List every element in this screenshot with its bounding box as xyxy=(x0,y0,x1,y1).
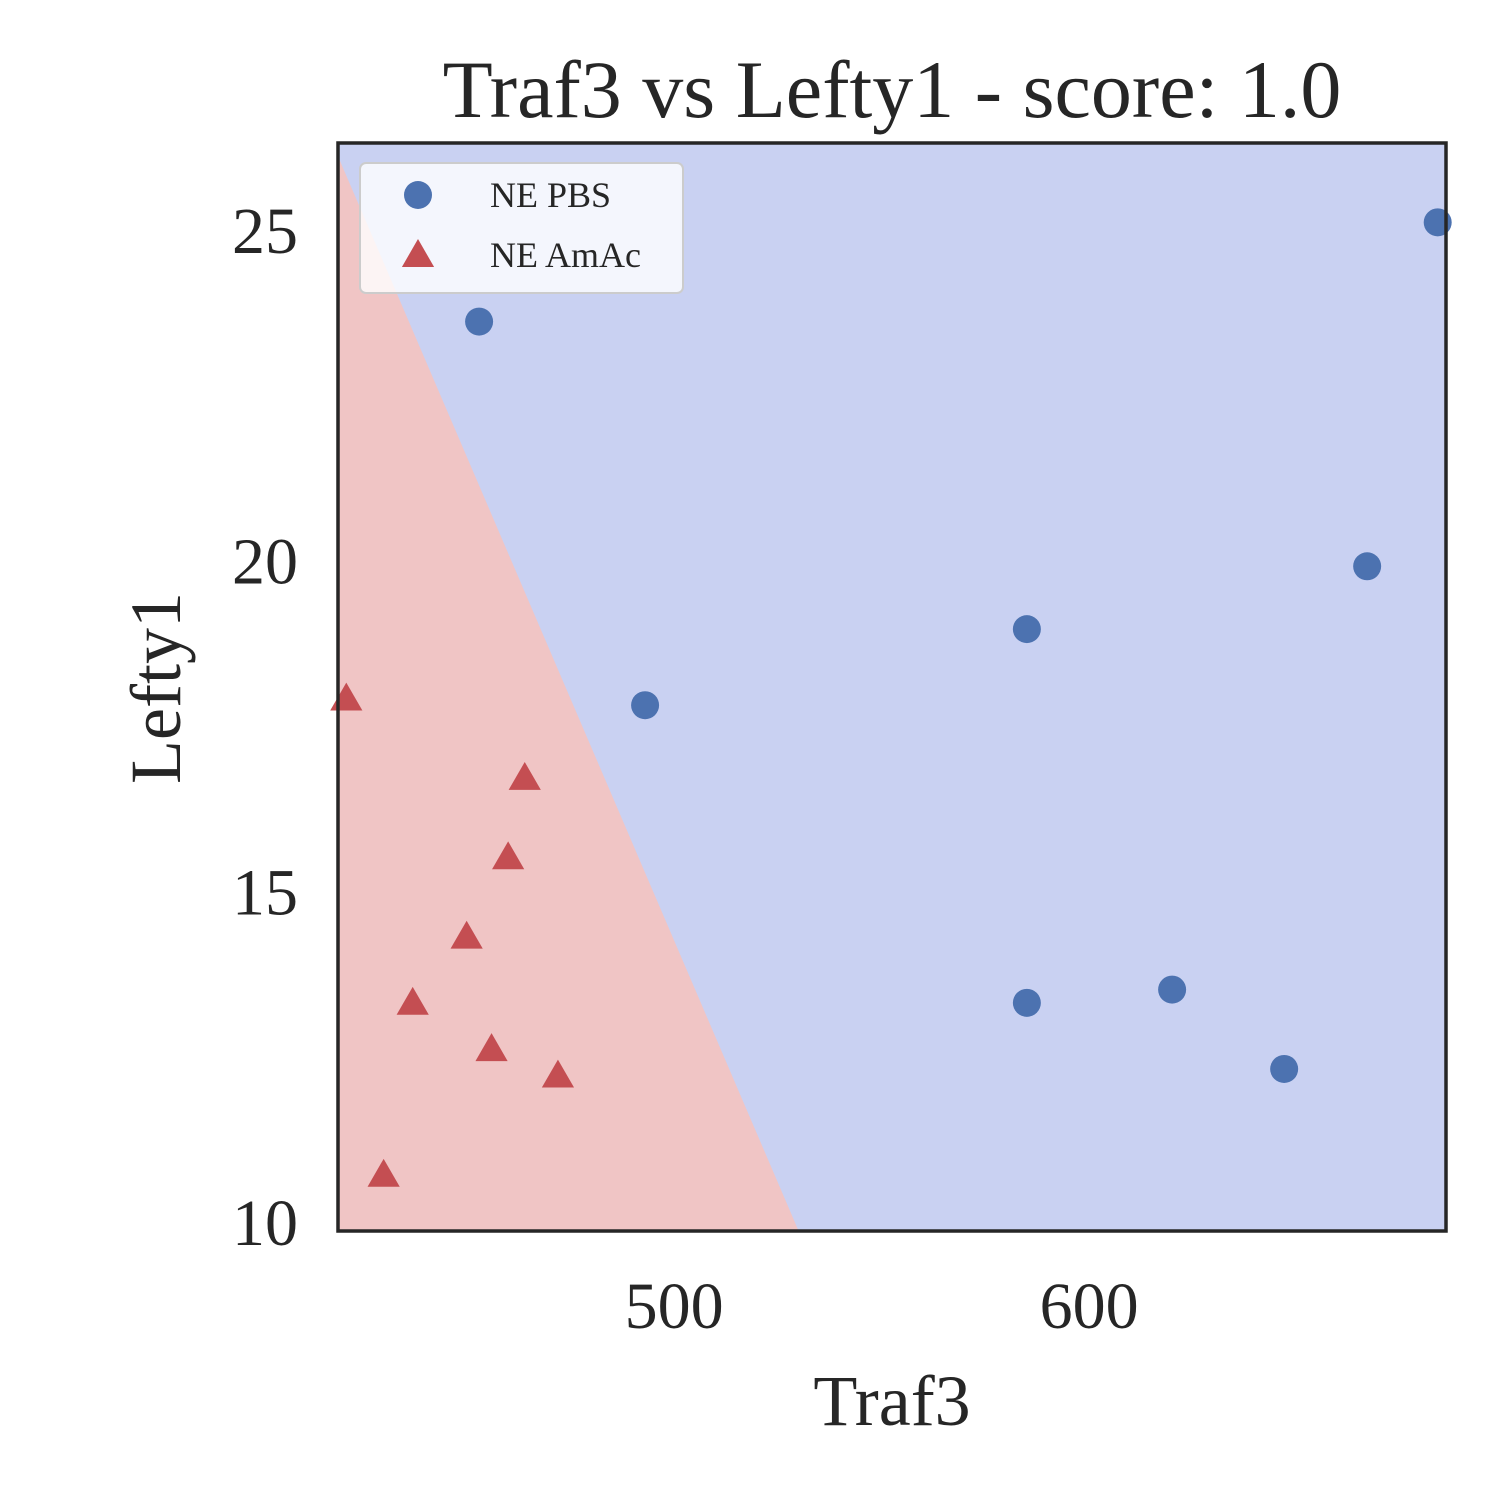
legend-marker-ne-amac xyxy=(401,239,435,267)
point-ne-pbs-3 xyxy=(1012,988,1041,1017)
point-ne-pbs-1 xyxy=(631,691,660,720)
plot-frame xyxy=(336,141,1448,1233)
point-ne-amac-7 xyxy=(541,1059,575,1088)
x-tick-label: 500 xyxy=(625,1270,724,1343)
point-ne-amac-4 xyxy=(475,1033,508,1062)
legend: NE PBS NE AmAc xyxy=(359,162,684,294)
y-tick-label: 15 xyxy=(232,856,298,929)
point-ne-pbs-2 xyxy=(1012,615,1041,644)
point-ne-pbs-0 xyxy=(465,307,494,336)
decision-regions xyxy=(338,143,1446,1231)
chart-title: Traf3 vs Lefty1 - score: 1.0 xyxy=(443,44,1342,135)
x-axis-ticks: 500 600 xyxy=(625,1270,1139,1343)
point-ne-amac-2 xyxy=(396,986,429,1015)
y-tick-label: 25 xyxy=(232,195,298,268)
point-ne-amac-5 xyxy=(492,841,525,870)
point-ne-pbs-6 xyxy=(1353,552,1382,581)
legend-box xyxy=(359,162,684,294)
legend-marker-ne-pbs xyxy=(404,181,432,209)
point-ne-amac-3 xyxy=(450,920,483,949)
point-ne-amac-6 xyxy=(508,761,541,790)
point-ne-pbs-5 xyxy=(1270,1054,1299,1083)
y-axis-label: Lefty1 xyxy=(116,592,196,784)
legend-label-ne-pbs: NE PBS xyxy=(490,175,611,215)
legend-label-ne-amac: NE AmAc xyxy=(490,235,641,275)
point-ne-amac-1 xyxy=(367,1158,400,1187)
y-tick-label: 10 xyxy=(232,1187,298,1260)
x-tick-label: 600 xyxy=(1040,1270,1139,1343)
y-tick-label: 20 xyxy=(232,526,298,599)
point-ne-pbs-4 xyxy=(1158,975,1187,1004)
y-axis-ticks: 10 15 20 25 xyxy=(232,195,298,1260)
plot-area xyxy=(330,141,1452,1233)
x-axis-label: Traf3 xyxy=(813,1361,970,1441)
region-ne-amac xyxy=(338,156,799,1231)
